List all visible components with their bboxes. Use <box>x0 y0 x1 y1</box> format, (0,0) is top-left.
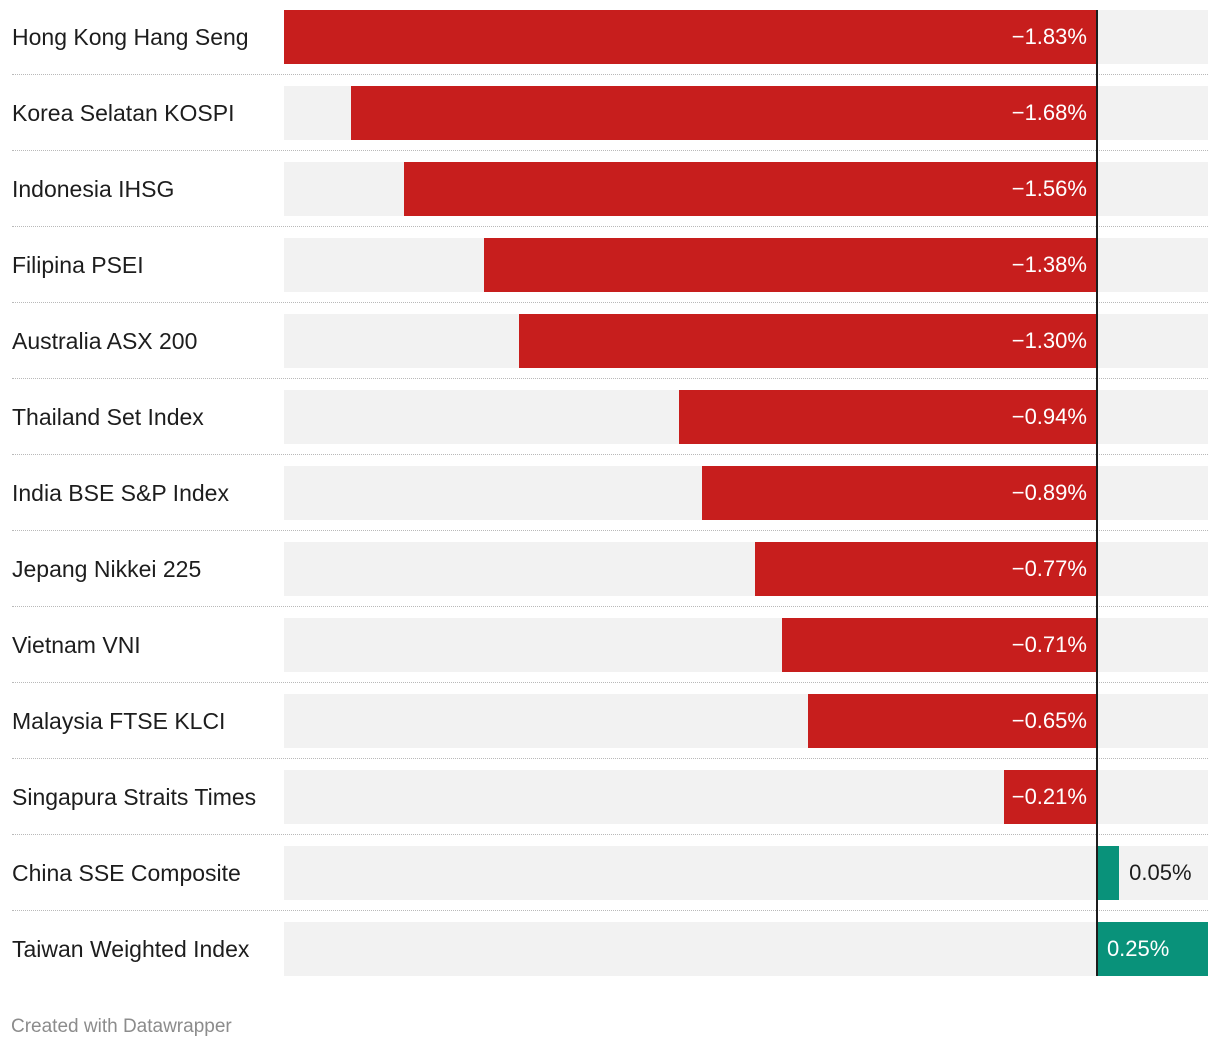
value-label: −0.71% <box>1011 632 1087 657</box>
negative-bar <box>701 466 1097 520</box>
row-separator <box>12 910 1208 911</box>
positive-bar <box>1096 922 1208 976</box>
bar-row: Singapura Straits Times −0.21% <box>0 770 1220 846</box>
category-label: Thailand Set Index <box>12 404 204 430</box>
footer-credit: Created with Datawrapper <box>11 1016 232 1037</box>
bar-track <box>284 846 1208 900</box>
bar-row: Australia ASX 200 −1.30% <box>0 314 1220 390</box>
bar-row: China SSE Composite 0.05% <box>0 846 1220 922</box>
row-separator <box>12 302 1208 303</box>
bar-row: Thailand Set Index −0.94% <box>0 390 1220 466</box>
category-label: Jepang Nikkei 225 <box>12 556 202 582</box>
row-separator <box>12 454 1208 455</box>
category-label: Malaysia FTSE KLCI <box>12 708 226 734</box>
negative-bar <box>519 314 1097 368</box>
row-separator <box>12 606 1208 607</box>
row-separator <box>12 834 1208 835</box>
bar-row: Filipina PSEI −1.38% <box>0 238 1220 314</box>
value-label: −1.30% <box>1011 328 1087 353</box>
bar-row: Korea Selatan KOSPI −1.68% <box>0 86 1220 162</box>
category-label: Filipina PSEI <box>12 252 144 278</box>
negative-bar <box>483 238 1097 292</box>
row-separator <box>12 378 1208 379</box>
category-label: Hong Kong Hang Seng <box>12 24 249 50</box>
value-label: −0.21% <box>1011 784 1087 809</box>
category-label: Indonesia IHSG <box>12 176 175 202</box>
row-separator <box>12 758 1208 759</box>
category-label: Korea Selatan KOSPI <box>12 100 235 126</box>
row-separator <box>12 150 1208 151</box>
negative-bar <box>679 390 1097 444</box>
bar-row: Jepang Nikkei 225 −0.77% <box>0 542 1220 618</box>
bar-row: Indonesia IHSG −1.56% <box>0 162 1220 238</box>
value-label: 0.25% <box>1106 936 1170 961</box>
value-label: −0.89% <box>1011 480 1087 505</box>
category-label: China SSE Composite <box>12 860 241 886</box>
row-separator <box>12 74 1208 75</box>
bar-row: Taiwan Weighted Index 0.25% <box>0 922 1220 998</box>
negative-bar <box>781 618 1097 672</box>
row-separator <box>12 226 1208 227</box>
negative-bar <box>808 694 1097 748</box>
value-label: −1.83% <box>1011 24 1087 49</box>
negative-bar <box>754 542 1097 596</box>
bar-row: India BSE S&P Index −0.89% <box>0 466 1220 542</box>
bar-chart: Hong Kong Hang Seng −1.83% Korea Selatan K… <box>0 10 1220 998</box>
value-label: 0.05% <box>1129 860 1192 885</box>
category-label: India BSE S&P Index <box>12 480 229 506</box>
bar-row: Vietnam VNI −0.71% <box>0 618 1220 694</box>
negative-bar <box>1003 770 1097 824</box>
value-label: −1.68% <box>1011 100 1087 125</box>
negative-bar <box>350 86 1097 140</box>
value-label: −1.56% <box>1011 176 1087 201</box>
row-separator <box>12 682 1208 683</box>
bar-row: Hong Kong Hang Seng −1.83% <box>0 10 1220 86</box>
value-label: −0.94% <box>1011 404 1087 429</box>
bar-row: Malaysia FTSE KLCI −0.65% <box>0 694 1220 770</box>
row-separator <box>12 530 1208 531</box>
negative-bar <box>284 10 1097 64</box>
category-label: Vietnam VNI <box>12 632 141 658</box>
positive-bar <box>1096 846 1120 900</box>
negative-bar <box>403 162 1097 216</box>
category-label: Australia ASX 200 <box>12 328 198 354</box>
category-label: Taiwan Weighted Index <box>12 936 250 962</box>
category-label: Singapura Straits Times <box>12 784 257 810</box>
bar-track <box>284 922 1208 976</box>
value-label: −0.77% <box>1011 556 1087 581</box>
value-label: −0.65% <box>1011 708 1087 733</box>
value-label: −1.38% <box>1011 252 1087 277</box>
zero-baseline <box>1095 10 1098 976</box>
